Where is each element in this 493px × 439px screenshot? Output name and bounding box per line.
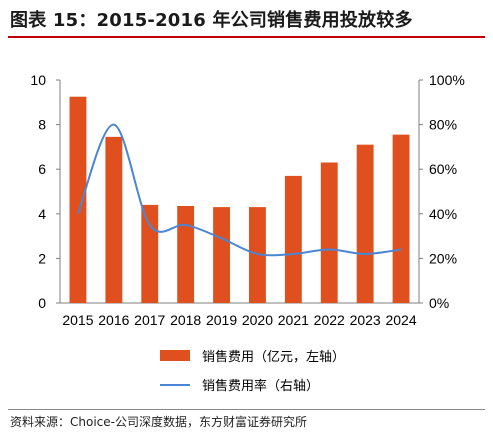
right-tick-label: 100% (429, 72, 465, 88)
x-tick-label: 2024 (385, 312, 416, 328)
right-tick-label: 80% (429, 117, 457, 133)
left-tick-label: 0 (38, 295, 46, 311)
left-tick-label: 4 (38, 206, 46, 222)
x-tick-label: 2016 (98, 312, 129, 328)
bar-2024 (392, 134, 410, 303)
line-series (77, 123, 402, 257)
source-divider (8, 409, 485, 410)
left-tick-label: 8 (38, 117, 46, 133)
rate-line (77, 123, 402, 257)
source-note: 资料来源：Choice-公司深度数据，东方财富证券研究所 (10, 415, 307, 429)
x-tick-label: 2020 (242, 312, 273, 328)
legend: 销售费用（亿元，左轴） 销售费用率（右轴） (160, 349, 345, 394)
x-tick-label: 2019 (206, 312, 237, 328)
bar-2019 (213, 207, 230, 303)
bar-2021 (284, 175, 302, 303)
x-tick-label: 2021 (278, 312, 309, 328)
bar-series (69, 96, 410, 303)
bar-2020 (249, 207, 266, 303)
legend-bar-swatch (160, 350, 190, 361)
x-tick-label: 2018 (170, 312, 201, 328)
bar-2015 (69, 96, 87, 303)
x-tick-label: 2022 (314, 312, 345, 328)
x-tick-label: 2017 (134, 312, 165, 328)
right-tick-label: 60% (429, 161, 457, 177)
legend-bar-label: 销售费用（亿元，左轴） (202, 349, 345, 365)
title-divider (8, 36, 485, 38)
x-tick-label: 2023 (350, 312, 381, 328)
bar-2022 (320, 162, 338, 303)
bar-2017 (141, 204, 159, 303)
right-tick-label: 20% (429, 250, 457, 266)
legend-line-label: 销售费用率（右轴） (202, 378, 319, 394)
bar-2023 (356, 144, 374, 303)
bar-2018 (177, 205, 195, 303)
x-tick-label: 2015 (62, 312, 93, 328)
left-tick-label: 10 (30, 72, 46, 88)
bar-2016 (105, 136, 123, 303)
right-tick-label: 40% (429, 206, 457, 222)
left-tick-label: 6 (38, 161, 46, 177)
right-tick-label: 0% (429, 295, 449, 311)
left-tick-label: 2 (38, 250, 46, 266)
page-title: 图表 15：2015-2016 年公司销售费用投放较多 (10, 10, 413, 31)
